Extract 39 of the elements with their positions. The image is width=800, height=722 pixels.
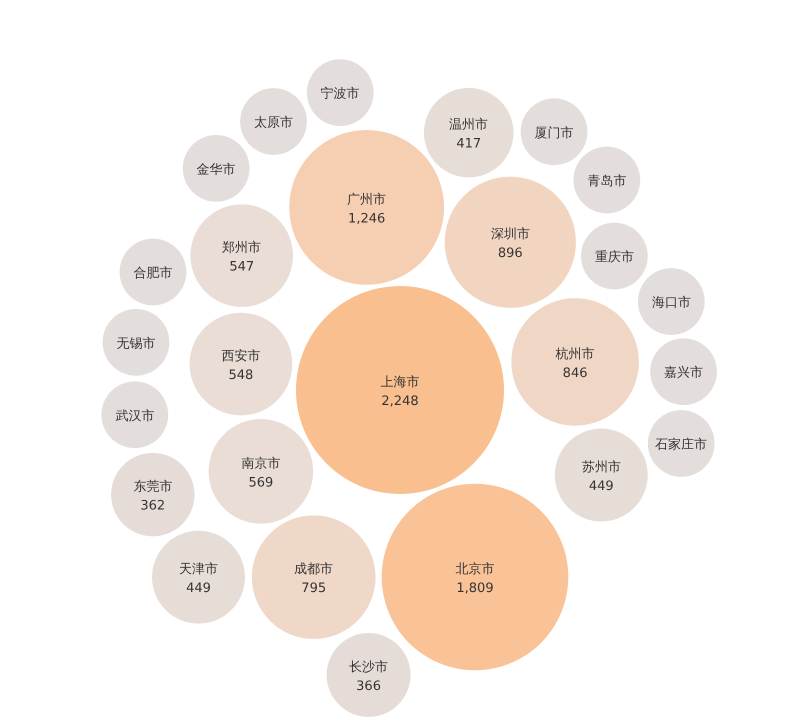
category-label: 南京市	[241, 456, 280, 472]
data-label: 449	[588, 479, 614, 494]
category-label: 北京市	[455, 562, 494, 577]
category-label: 武汉市	[115, 408, 154, 424]
data-label: 569	[248, 475, 274, 490]
category-label: 深圳市	[490, 227, 530, 242]
data-label: 846	[562, 366, 588, 381]
category-label: 温州市	[449, 118, 488, 133]
data-label: 547	[229, 260, 254, 275]
category-label: 宁波市	[320, 86, 360, 102]
category-label: 金华市	[196, 162, 236, 178]
category-label: 东莞市	[133, 480, 172, 495]
data-label: 795	[301, 581, 326, 596]
data-label: 362	[140, 498, 166, 514]
category-label: 西安市	[221, 348, 260, 364]
data-label: 2,248	[381, 394, 419, 409]
category-label: 成都市	[294, 562, 334, 578]
data-label: 449	[186, 581, 211, 596]
category-label: 上海市	[380, 375, 420, 390]
category-label: 青岛市	[587, 174, 626, 189]
category-label: 石家庄市	[655, 436, 708, 452]
category-label: 嘉兴市	[664, 366, 704, 381]
category-label: 广州市	[347, 192, 386, 208]
category-label: 合肥市	[133, 266, 172, 281]
data-label: 417	[456, 136, 482, 152]
category-label: 无锡市	[116, 336, 156, 352]
category-label: 天津市	[179, 562, 218, 578]
category-label: 海口市	[652, 296, 691, 311]
category-label: 苏州市	[582, 460, 621, 476]
category-label: 郑州市	[222, 240, 262, 256]
category-label: 杭州市	[554, 346, 595, 362]
category-label: 重庆市	[594, 250, 634, 266]
category-label: 厦门市	[534, 124, 574, 141]
category-label: 太原市	[254, 116, 294, 131]
data-label: 896	[498, 246, 523, 262]
data-label: 1,246	[348, 211, 386, 226]
data-label: 366	[356, 678, 381, 694]
data-label: 1,809	[456, 580, 494, 596]
data-label: 548	[228, 368, 254, 384]
